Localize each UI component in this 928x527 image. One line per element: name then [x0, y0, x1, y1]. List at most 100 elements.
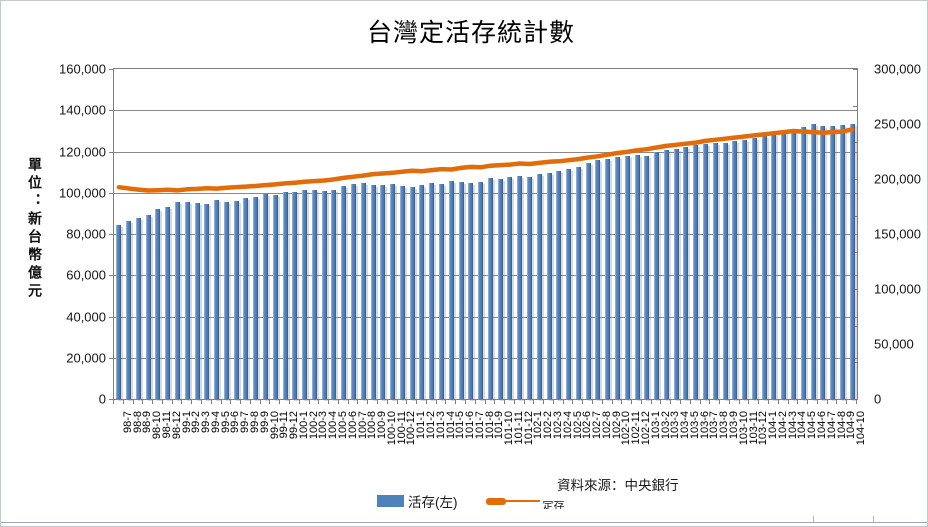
x-axis-tick [152, 399, 154, 404]
x-axis-tick [113, 399, 114, 404]
x-axis-tick [826, 399, 828, 404]
bar [800, 126, 806, 399]
x-axis-tick [367, 399, 369, 404]
x-axis-tick [298, 399, 300, 404]
left-axis-label: 80,000 [66, 226, 106, 242]
bar [634, 155, 640, 399]
left-axis-label: 160,000 [59, 61, 106, 77]
x-axis-tick [269, 399, 271, 404]
left-axis-tick [109, 69, 113, 70]
sheet-cell-tick [873, 516, 874, 522]
grid-line [114, 192, 857, 194]
x-axis-tick [513, 399, 515, 404]
legend-line-swatch [485, 497, 540, 505]
line-path [116, 127, 855, 193]
right-axis-label: 300,000 [874, 61, 921, 77]
x-axis-tick [220, 399, 222, 404]
bar [321, 190, 327, 399]
right-axis-tick [853, 179, 857, 180]
x-axis-tick [406, 399, 408, 404]
bar [360, 183, 366, 399]
x-axis-tick [699, 399, 701, 404]
x-axis-tick [562, 399, 564, 404]
bar [771, 134, 777, 399]
x-axis-tick [582, 399, 584, 404]
left-axis-tick [109, 192, 113, 194]
x-axis-tick [640, 399, 642, 404]
bar [165, 206, 171, 399]
bar [722, 143, 728, 399]
x-axis-tick [816, 399, 818, 404]
x-axis-tick [347, 399, 349, 404]
x-axis-tick [787, 399, 789, 404]
bar [439, 183, 444, 399]
x-axis-tick [249, 399, 251, 404]
x-axis-tick [572, 399, 574, 404]
bar [536, 174, 542, 399]
x-axis-tick [445, 399, 447, 404]
x-axis-tick [758, 399, 760, 404]
right-axis-label: 50,000 [874, 336, 914, 352]
left-axis-tick [109, 151, 113, 153]
left-axis-tick [109, 275, 113, 277]
legend-bar-swatch [377, 495, 404, 507]
right-axis-tick [853, 362, 857, 364]
x-axis-tick [396, 399, 398, 404]
bar [302, 190, 308, 399]
x-axis-tick [171, 399, 173, 404]
bar [546, 172, 552, 399]
bar [243, 198, 249, 399]
bar [673, 148, 679, 399]
bar [712, 142, 718, 399]
x-axis-tick [856, 399, 857, 404]
x-axis-tick [621, 399, 623, 404]
x-axis-tick [807, 399, 809, 404]
grid-line [114, 234, 857, 235]
right-axis-label: 100,000 [874, 281, 921, 297]
bar [839, 125, 845, 399]
x-axis-label: 104-10 [855, 411, 868, 446]
bar [497, 178, 503, 399]
x-axis-tick [259, 399, 261, 404]
x-axis-tick [200, 399, 202, 404]
bar [390, 184, 396, 399]
left-axis-label: 120,000 [59, 144, 106, 159]
x-axis-tick [161, 399, 163, 404]
bar [292, 191, 298, 399]
x-axis-tick [181, 399, 183, 404]
x-axis-tick [435, 399, 437, 404]
grid-line [114, 275, 857, 277]
bar [184, 201, 190, 399]
right-axis-label: 200,000 [874, 171, 921, 187]
left-axis-unit-label: 單位：新台幣億元 [27, 157, 43, 301]
bar [702, 144, 708, 399]
sheet-bottom-border [1, 522, 927, 523]
x-axis-tick [484, 399, 486, 404]
legend-line-segment [505, 500, 540, 502]
right-axis-tick [853, 142, 857, 144]
left-axis-tick [109, 110, 113, 112]
bar [742, 139, 748, 399]
bar [194, 203, 200, 399]
x-axis-tick [748, 399, 750, 404]
bar [781, 131, 787, 399]
x-axis-tick [533, 399, 535, 404]
bar [448, 181, 454, 399]
x-axis-tick [631, 399, 633, 404]
x-axis-tick [836, 399, 838, 404]
x-axis-tick [474, 399, 476, 404]
bar [399, 185, 405, 399]
bar [351, 184, 357, 399]
x-axis-tick [386, 399, 388, 404]
bar [155, 208, 161, 399]
bar [458, 182, 464, 399]
x-axis-tick [142, 399, 144, 404]
line-series [116, 127, 855, 193]
right-axis-tick [853, 252, 857, 254]
bar [478, 182, 484, 399]
chart-title: 台灣定活存統計數 [366, 18, 575, 47]
bar [751, 138, 757, 399]
left-axis-label: 60,000 [66, 267, 106, 283]
x-axis-tick [122, 399, 124, 404]
bar [654, 152, 660, 399]
